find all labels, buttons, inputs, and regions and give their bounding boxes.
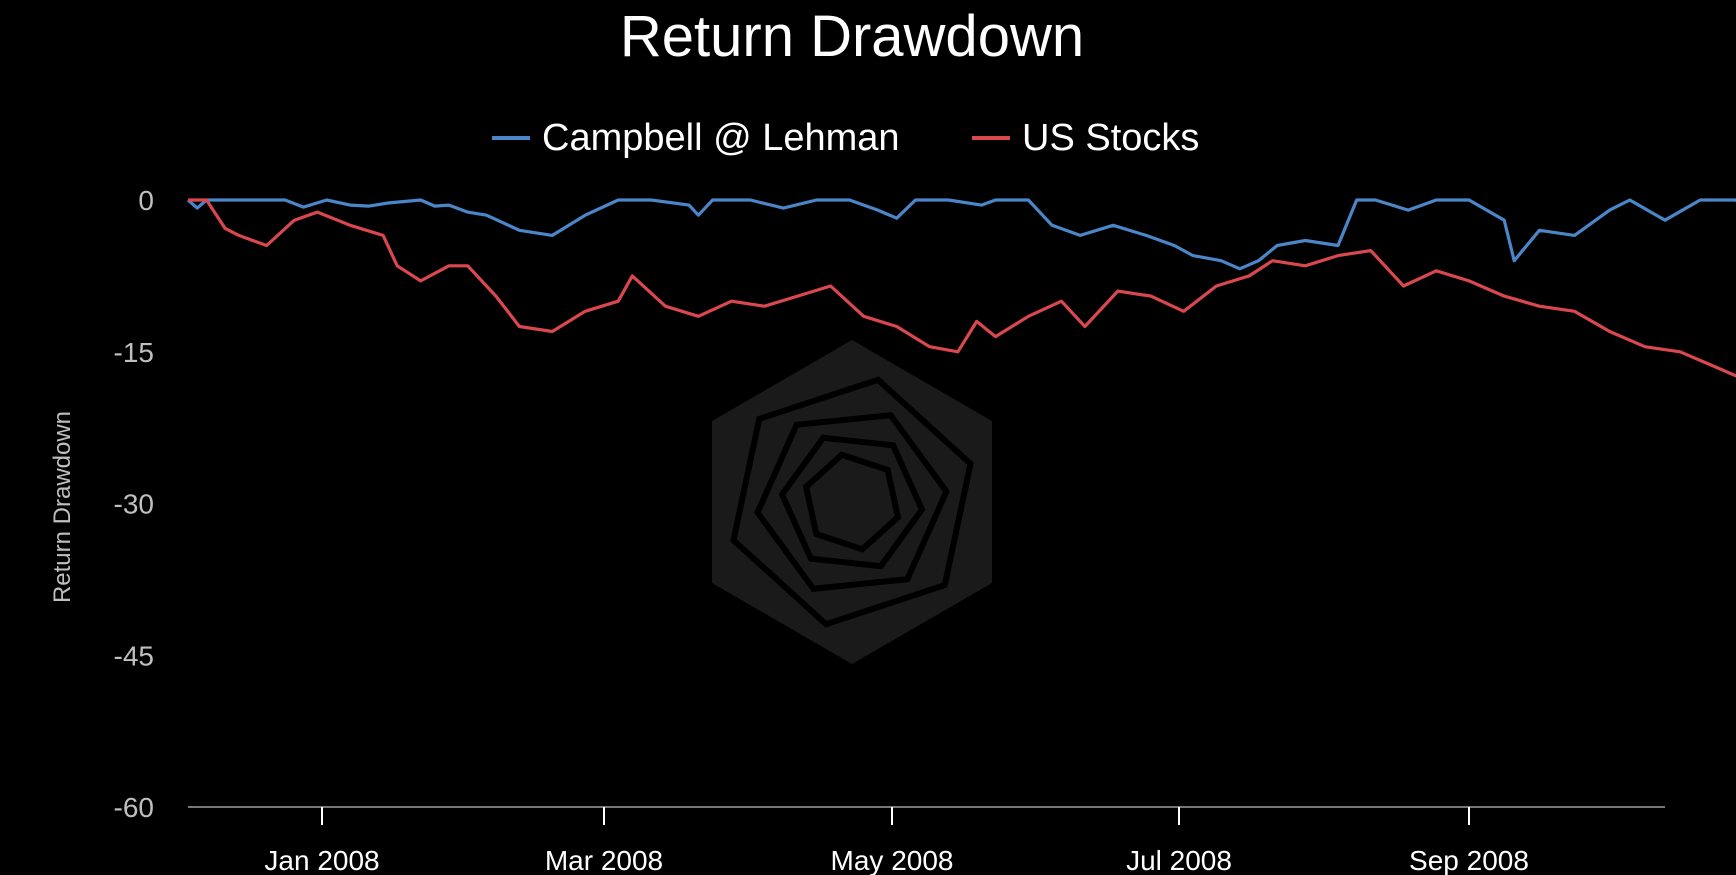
series-line-us-stocks bbox=[188, 198, 1736, 378]
x-axis: Jan 2008 Mar 2008 May 2008 Jul 2008 Sep 2008 bbox=[188, 806, 1665, 875]
legend-item-us-stocks[interactable]: US Stocks bbox=[972, 117, 1199, 159]
chart-title: Return Drawdown bbox=[620, 4, 1084, 69]
series-layer bbox=[186, 198, 1736, 378]
legend-item-campbell[interactable]: Campbell @ Lehman bbox=[492, 117, 900, 159]
y-tick-label: -60 bbox=[114, 792, 154, 823]
y-tick-label: -15 bbox=[114, 337, 154, 368]
x-tick-label: Sep 2008 bbox=[1409, 845, 1529, 875]
legend-label-us-stocks: US Stocks bbox=[1022, 117, 1199, 159]
x-tick-label: Mar 2008 bbox=[545, 845, 663, 875]
y-tick-label: -30 bbox=[114, 489, 154, 520]
y-tick-label: 0 bbox=[138, 185, 154, 216]
y-axis-label: Return Drawdown bbox=[49, 411, 76, 603]
x-tick-label: Jan 2008 bbox=[264, 845, 379, 875]
series-line-campbell bbox=[186, 198, 1736, 271]
legend-label-campbell: Campbell @ Lehman bbox=[542, 117, 900, 159]
x-tick-label: Jul 2008 bbox=[1126, 845, 1232, 875]
y-tick-label: -45 bbox=[114, 640, 154, 671]
watermark-logo bbox=[712, 340, 992, 664]
x-tick-label: May 2008 bbox=[831, 845, 954, 875]
legend: Campbell @ Lehman US Stocks bbox=[492, 117, 1199, 159]
y-axis: 0 -15 -30 -45 -60 bbox=[114, 185, 154, 823]
